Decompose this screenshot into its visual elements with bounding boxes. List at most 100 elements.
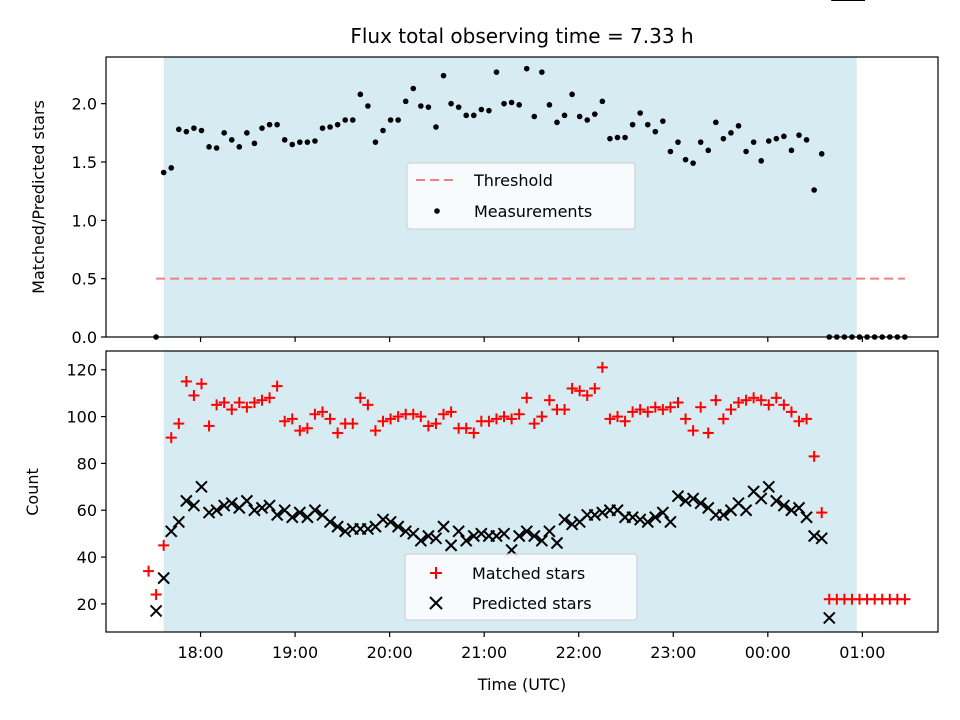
top-y-tick-label: 0.0 bbox=[72, 328, 97, 347]
predicted-star-point bbox=[528, 529, 541, 543]
measurement-point bbox=[486, 107, 492, 114]
matched-star-point bbox=[195, 378, 207, 390]
bottom-axes-frame bbox=[105, 350, 939, 633]
measurement-point bbox=[160, 169, 167, 176]
x-tick-label: 18:00 bbox=[177, 643, 223, 662]
measurement-point bbox=[803, 137, 810, 143]
measurement-point bbox=[312, 138, 318, 144]
predicted-star-point bbox=[785, 504, 798, 517]
measurement-point bbox=[372, 139, 379, 145]
matched-star-point bbox=[521, 392, 533, 404]
measurement-point bbox=[448, 100, 454, 107]
matched-star-point bbox=[770, 392, 782, 404]
predicted-star-point bbox=[694, 497, 707, 510]
matched-star-point bbox=[143, 565, 155, 577]
matched-star-point bbox=[279, 415, 291, 427]
bottom-legend-box bbox=[404, 553, 638, 621]
matched-star-point bbox=[203, 420, 215, 432]
matched-star-point bbox=[324, 413, 336, 425]
measurement-point bbox=[818, 151, 825, 157]
measurement-point bbox=[228, 137, 235, 143]
measurement-point bbox=[266, 121, 273, 128]
measurement-point bbox=[796, 132, 802, 138]
measurement-point bbox=[183, 128, 190, 135]
matched-star-point bbox=[672, 397, 684, 409]
matched-star-point bbox=[188, 389, 200, 401]
matched-star-point bbox=[642, 406, 654, 418]
predicted-star-point bbox=[777, 499, 791, 512]
matched-star-point bbox=[271, 380, 283, 392]
predicted-star-point bbox=[263, 499, 276, 512]
measurement-point bbox=[713, 119, 719, 126]
predicted-star-point bbox=[172, 515, 186, 529]
legend-predicted-label: Predicted stars bbox=[472, 594, 592, 613]
predicted-star-point bbox=[391, 520, 405, 533]
legend-threshold-label: Threshold bbox=[473, 171, 553, 190]
predicted-star-point bbox=[800, 511, 813, 524]
bottom-y-tick-label: 40 bbox=[77, 548, 97, 567]
predicted-star-point bbox=[497, 527, 511, 540]
top-panel: 0.00.51.01.52.0 Matched/Predicted stars … bbox=[29, 56, 939, 347]
matched-star-point bbox=[180, 375, 192, 387]
predicted-star-point bbox=[165, 525, 178, 538]
measurement-point bbox=[592, 111, 598, 117]
matched-star-point bbox=[317, 406, 329, 418]
predicted-star-point bbox=[255, 501, 269, 515]
measurement-point bbox=[365, 103, 371, 109]
matched-star-point bbox=[604, 413, 616, 425]
top-axes-frame bbox=[105, 56, 939, 338]
measurement-point bbox=[622, 134, 628, 141]
matched-star-point bbox=[733, 397, 745, 409]
predicted-star-point bbox=[308, 504, 322, 517]
matched-star-point bbox=[559, 404, 571, 416]
measurement-point bbox=[546, 102, 553, 108]
x-tick-label: 19:00 bbox=[272, 643, 318, 662]
matched-star-point bbox=[248, 397, 260, 409]
predicted-star-point bbox=[520, 525, 533, 538]
measurement-point bbox=[682, 156, 689, 163]
top-y-axis-label: Matched/Predicted stars bbox=[29, 100, 48, 294]
bottom-y-tick-label: 120 bbox=[66, 361, 97, 380]
matched-star-point bbox=[793, 415, 805, 427]
measurement-point bbox=[236, 144, 243, 150]
measurement-point bbox=[440, 72, 447, 79]
matched-star-point bbox=[173, 418, 185, 430]
matched-star-point bbox=[445, 406, 457, 418]
predicted-star-point bbox=[157, 571, 170, 585]
measurement-point bbox=[667, 148, 674, 155]
matched-star-point bbox=[589, 382, 601, 394]
measurement-point bbox=[773, 135, 780, 142]
matched-star-point bbox=[664, 401, 676, 413]
matched-star-point bbox=[702, 427, 714, 439]
legend-measurements-swatch bbox=[434, 208, 440, 214]
measurement-point bbox=[213, 145, 220, 151]
predicted-star-point bbox=[815, 532, 828, 545]
measurement-point bbox=[811, 187, 817, 193]
x-tick-label: 20:00 bbox=[367, 643, 413, 662]
predicted-star-point bbox=[422, 529, 435, 543]
matched-star-point bbox=[385, 413, 397, 425]
bottom-legend: Matched stars Predicted stars bbox=[404, 553, 638, 621]
predicted-star-point bbox=[414, 534, 428, 547]
measurement-point bbox=[523, 65, 530, 72]
matched-star-point bbox=[725, 404, 737, 416]
measurement-point bbox=[705, 147, 712, 154]
matched-star-point bbox=[241, 401, 253, 413]
measurement-point bbox=[690, 160, 696, 166]
top-legend-box bbox=[406, 162, 636, 230]
measurement-point bbox=[531, 113, 538, 120]
measurement-point bbox=[251, 140, 258, 147]
matched-star-point bbox=[649, 401, 661, 413]
measurement-point bbox=[750, 139, 757, 145]
matched-star-point bbox=[407, 408, 419, 420]
predicted-star-point bbox=[717, 508, 730, 522]
measurement-point bbox=[289, 141, 296, 148]
legend-matched-swatch bbox=[430, 567, 442, 579]
measurement-point bbox=[697, 139, 704, 145]
matched-star-point bbox=[490, 413, 502, 425]
measurement-point bbox=[357, 91, 364, 98]
predicted-star-point bbox=[823, 611, 836, 625]
predicted-star-point bbox=[550, 536, 564, 550]
measurement-point bbox=[418, 103, 424, 109]
predicted-star-point bbox=[240, 494, 254, 508]
